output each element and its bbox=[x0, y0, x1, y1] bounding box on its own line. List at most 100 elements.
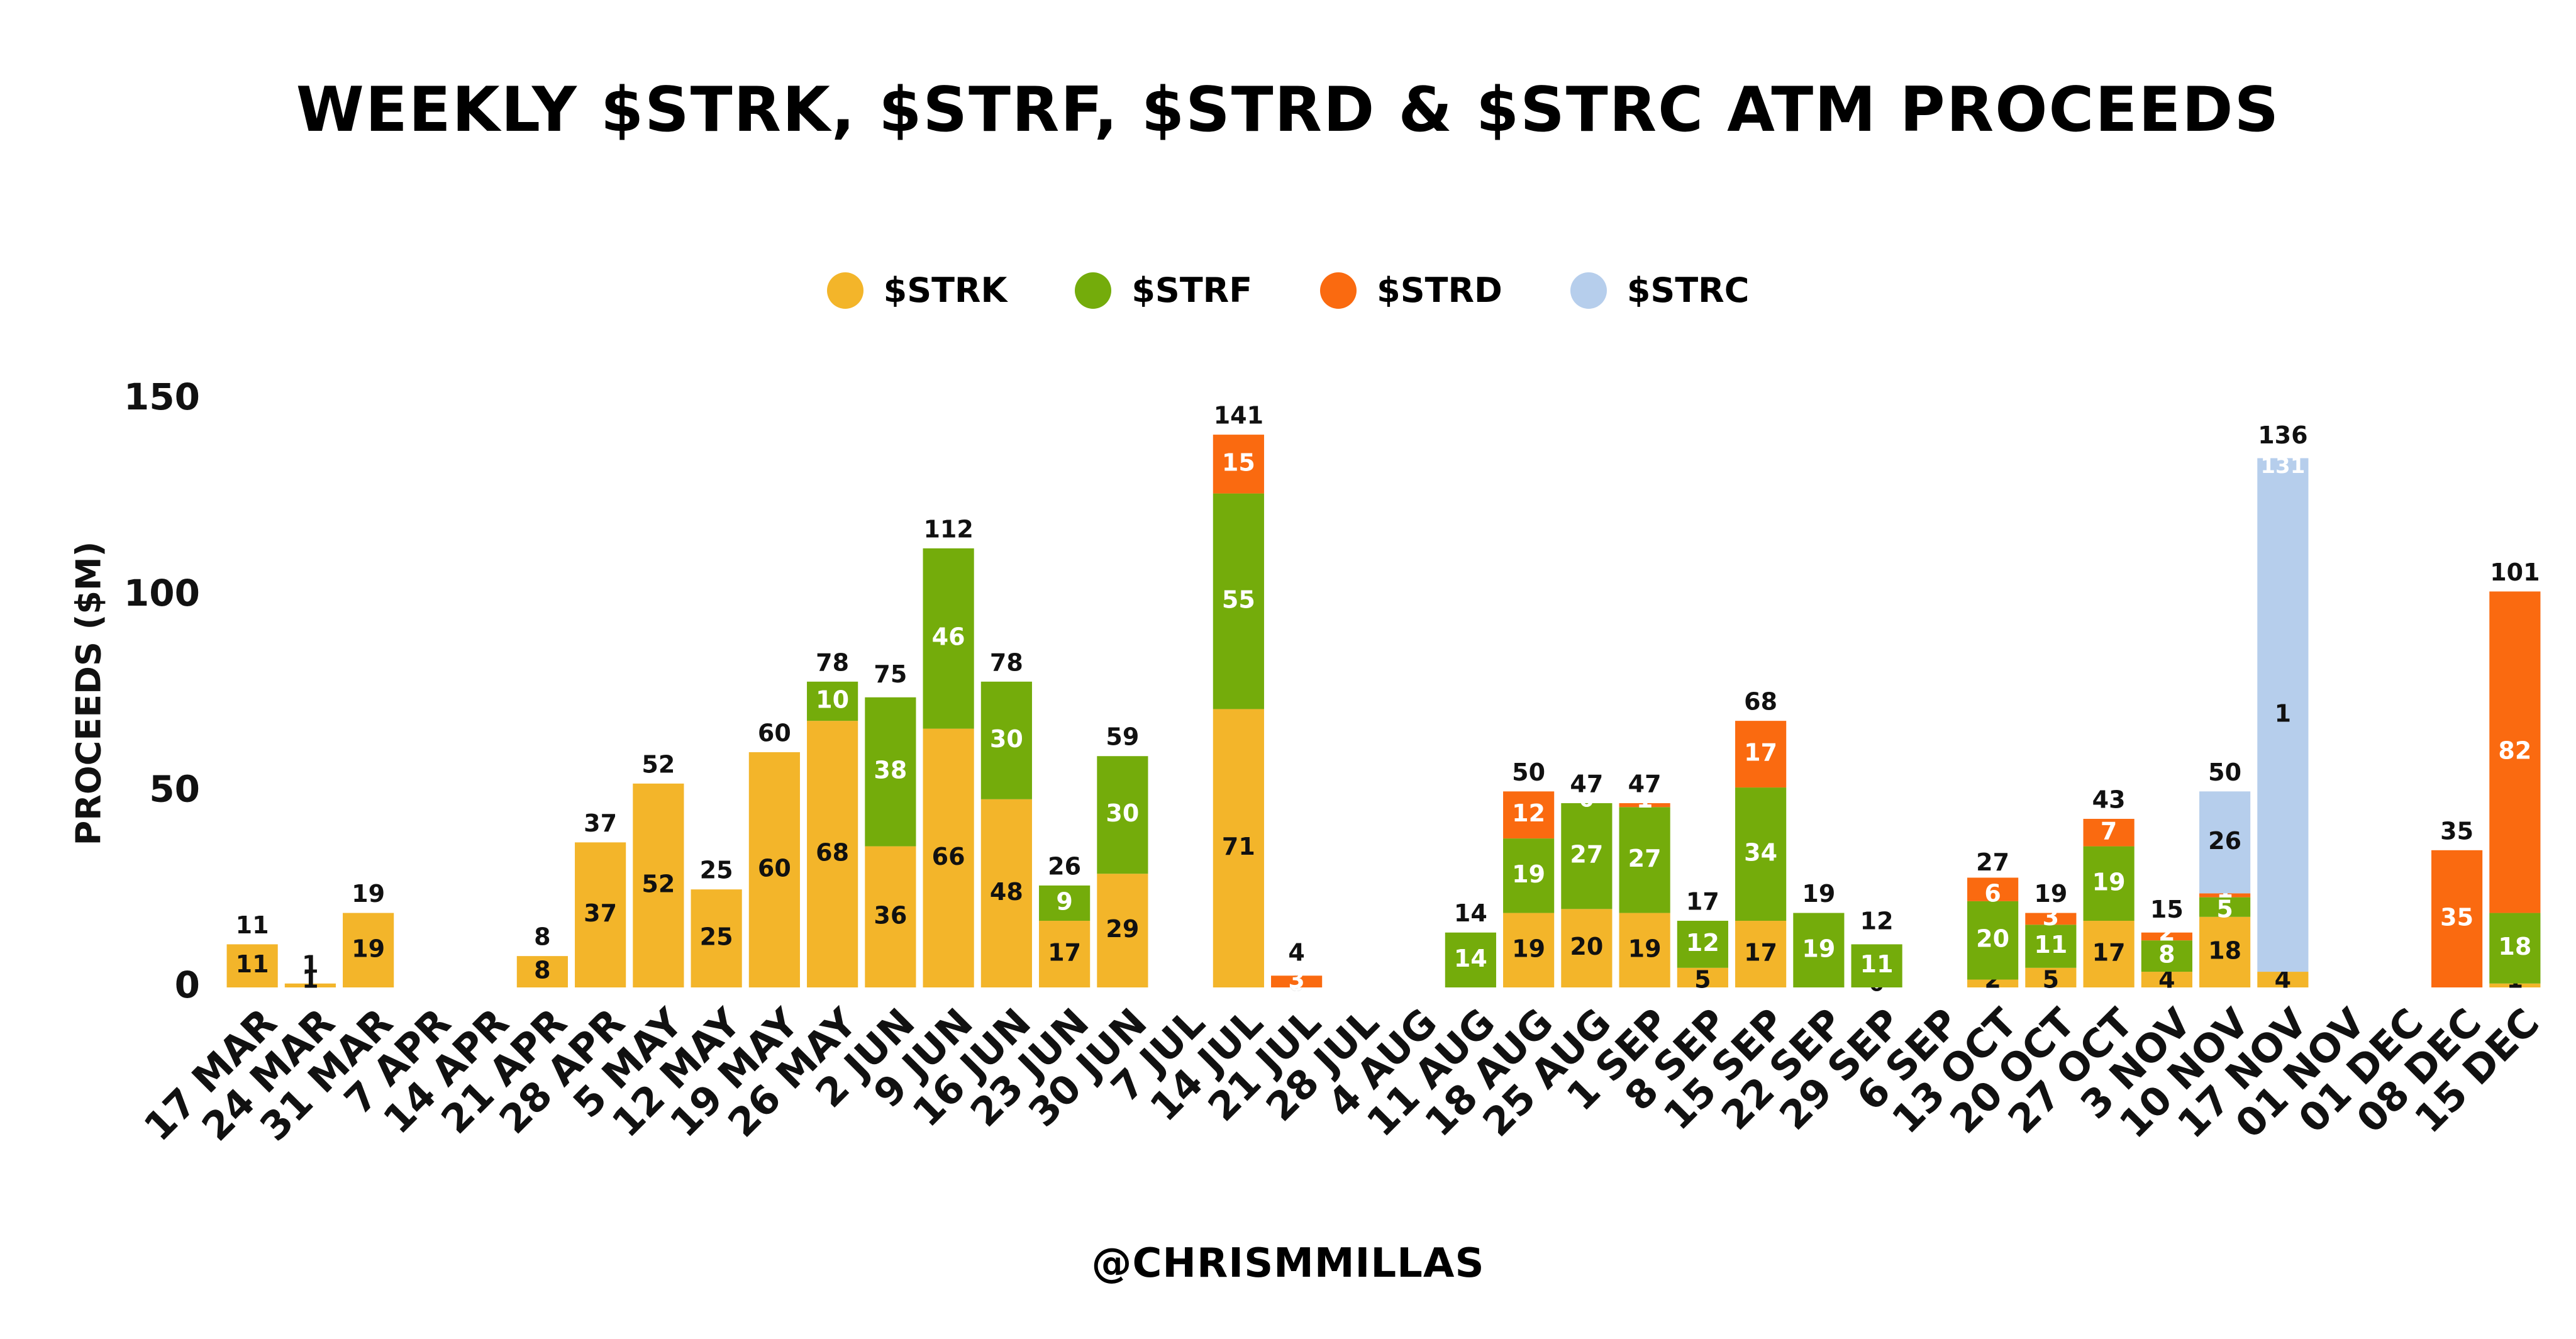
bar-segment-label: 82 bbox=[2498, 737, 2531, 765]
legend-label-strd: $STRD bbox=[1377, 270, 1502, 310]
bar-segment bbox=[980, 799, 1032, 987]
legend-label-strc: $STRC bbox=[1626, 270, 1750, 310]
bar-segment-label: 19 bbox=[2092, 868, 2126, 896]
bar-segment bbox=[1619, 913, 1670, 987]
bar-segment-label: 18 bbox=[2498, 933, 2531, 960]
bar-segment-label: 2 bbox=[2158, 919, 2175, 947]
bar-segment-label: 7 bbox=[2101, 817, 2117, 845]
bar-segment-label: 18 bbox=[2208, 936, 2241, 964]
bar-total-label: 78 bbox=[990, 648, 1023, 676]
bar-total-label: 47 bbox=[1628, 770, 1662, 798]
y-tick-label: 50 bbox=[149, 767, 200, 810]
bar-segment bbox=[2257, 458, 2309, 972]
bar-segment-label: 25 bbox=[700, 923, 733, 951]
bar-total-label: 27 bbox=[1976, 848, 2009, 876]
bar-segment-label: 35 bbox=[2440, 903, 2473, 931]
bar-segment bbox=[1503, 838, 1555, 913]
bar-total-label: 19 bbox=[352, 880, 385, 908]
bar-segment-label: 10 bbox=[816, 686, 849, 713]
bar-total-label: 19 bbox=[1802, 880, 1835, 908]
legend-swatch-strk bbox=[826, 272, 863, 309]
bar-total-label: 68 bbox=[1744, 688, 1777, 716]
bar-segment-label: 38 bbox=[874, 757, 907, 784]
bar-segment-label: 19 bbox=[1512, 935, 1545, 962]
bar-segment-label: 17 bbox=[1048, 939, 1081, 967]
bar-segment-label: 11 bbox=[236, 950, 269, 978]
author-credit: @CHRISMMILLAS bbox=[1091, 1240, 1485, 1287]
bar-segment bbox=[1097, 874, 1148, 987]
bar-segment bbox=[2199, 916, 2251, 987]
bar-segment-label: 12 bbox=[1512, 799, 1545, 827]
bar-segment bbox=[2199, 791, 2251, 894]
bar-segment-label: 19 bbox=[1802, 935, 1835, 962]
bar-segment bbox=[633, 783, 684, 987]
bar-segment bbox=[1561, 803, 1613, 909]
bar-total-label: 1 bbox=[302, 950, 318, 978]
legend-item-strd: $STRD bbox=[1320, 270, 1502, 310]
bar-segment-label: 3 bbox=[1288, 966, 1304, 994]
bar-segment-label: 30 bbox=[1106, 799, 1139, 827]
bar-segment bbox=[807, 681, 858, 721]
bar-segment-label: 131 bbox=[2260, 453, 2305, 479]
bar-segment-label: 1 bbox=[2275, 699, 2291, 727]
bar-segment-label: 5 bbox=[2216, 895, 2233, 923]
bar-total-label: 8 bbox=[534, 923, 550, 951]
bar-segment bbox=[1735, 921, 1787, 987]
bar-segment-label: 17 bbox=[1744, 939, 1777, 967]
bar-segment bbox=[2025, 967, 2077, 987]
bar-segment bbox=[1213, 435, 1264, 494]
bar-segment bbox=[2199, 893, 2251, 897]
bar-segment bbox=[2431, 850, 2483, 987]
bar-segment bbox=[2025, 913, 2077, 925]
bar-segment bbox=[226, 944, 278, 987]
bar-segment bbox=[1445, 932, 1496, 987]
bar-segment bbox=[691, 889, 742, 987]
bar-segment bbox=[1851, 944, 1902, 987]
bar-total-label: 43 bbox=[2092, 786, 2126, 813]
bar-total-label: 59 bbox=[1106, 723, 1139, 751]
bar-segment-label: 71 bbox=[1222, 833, 1255, 860]
bar-segment bbox=[2083, 818, 2135, 847]
bar-total-label: 78 bbox=[816, 648, 849, 676]
bar-segment bbox=[1619, 803, 1670, 808]
bar-total-label: 26 bbox=[1048, 852, 1081, 880]
legend-swatch-strc bbox=[1570, 272, 1607, 309]
bar-segment-label: 6 bbox=[1984, 879, 2001, 907]
bar-segment-label: 37 bbox=[584, 899, 617, 927]
bar-segment bbox=[2257, 972, 2309, 987]
bar-segment bbox=[748, 752, 800, 987]
bar-total-label: 4 bbox=[1288, 939, 1304, 967]
legend-label-strk: $STRK bbox=[883, 270, 1008, 310]
bar-total-label: 19 bbox=[2034, 880, 2067, 908]
bar-segment bbox=[1735, 721, 1787, 788]
bar-segment-label: 5 bbox=[1694, 966, 1711, 994]
bar-segment-label: 20 bbox=[1570, 933, 1603, 960]
bar-segment-label: 1 bbox=[1636, 786, 1653, 813]
bar-segment-label: 68 bbox=[816, 839, 849, 867]
bar-segment bbox=[1503, 913, 1555, 987]
bar-segment-label: 48 bbox=[990, 878, 1023, 906]
bar-segment-label: 8 bbox=[2158, 941, 2175, 969]
bar-segment bbox=[1213, 709, 1264, 987]
bar-segment-label: 27 bbox=[1570, 841, 1603, 869]
legend-label-strf: $STRF bbox=[1131, 270, 1253, 310]
bar-segment bbox=[923, 728, 974, 987]
bar-segment-label: 3 bbox=[2043, 903, 2059, 931]
bar-segment bbox=[1039, 885, 1091, 921]
bar-segment-label: 12 bbox=[1686, 929, 1719, 957]
bar-total-label: 25 bbox=[700, 857, 733, 884]
bar-total-label: 15 bbox=[2150, 896, 2184, 923]
bar-segment bbox=[2199, 897, 2251, 917]
bar-segment bbox=[2489, 591, 2541, 913]
bar-segment-label: 30 bbox=[990, 725, 1023, 753]
bar-segment bbox=[1793, 913, 1845, 987]
bar-segment bbox=[1677, 921, 1728, 968]
bar-segment bbox=[1619, 807, 1670, 913]
bar-segment-label: 52 bbox=[641, 870, 675, 897]
bar-segment-label: 29 bbox=[1106, 915, 1139, 943]
bar-segment-label: 0 bbox=[1579, 787, 1594, 813]
bar-segment-label: 5 bbox=[2043, 966, 2059, 994]
bar-segment-label: 66 bbox=[932, 843, 965, 870]
bar-segment bbox=[1967, 901, 2019, 980]
